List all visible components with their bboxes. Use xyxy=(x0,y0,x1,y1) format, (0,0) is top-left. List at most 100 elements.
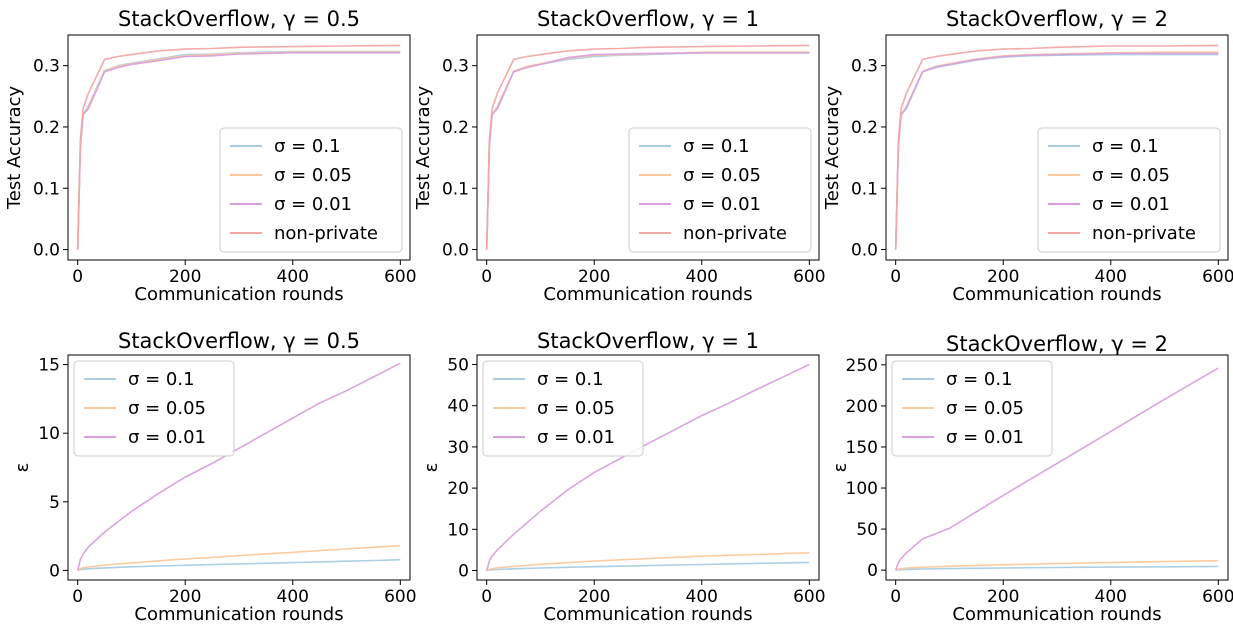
y-tick-label: 50 xyxy=(856,520,878,540)
x-tick-label: 600 xyxy=(384,587,416,607)
y-tick-label: 0.2 xyxy=(442,118,469,138)
legend-label: σ = 0.01 xyxy=(537,427,615,448)
chart-title: StackOverflow, γ = 2 xyxy=(946,7,1168,31)
legend-label: σ = 0.05 xyxy=(274,165,352,186)
y-tick-label: 30 xyxy=(447,438,469,458)
y-tick-label: 0.3 xyxy=(851,57,878,77)
x-tick-label: 200 xyxy=(578,587,610,607)
legend-label: σ = 0.01 xyxy=(946,427,1024,448)
y-tick-label: 0.0 xyxy=(442,241,469,261)
series-line--0-1 xyxy=(895,565,1219,571)
y-axis-label: ε xyxy=(421,463,442,473)
legend-frame xyxy=(1037,127,1221,253)
x-axis-label: Communication rounds xyxy=(134,284,343,305)
legend-frame xyxy=(891,360,1053,457)
series-line--0-1 xyxy=(486,561,810,572)
legend: σ = 0.1 σ = 0.05 σ = 0.01 xyxy=(73,360,235,457)
legend-label: non-private xyxy=(683,223,787,244)
legend-label: σ = 0.1 xyxy=(128,369,195,390)
x-axis-label: Communication rounds xyxy=(952,604,1161,625)
y-axis-label: Test Accuracy xyxy=(413,85,434,210)
chart-title: StackOverflow, γ = 0.5 xyxy=(118,7,360,31)
x-tick-label: 400 xyxy=(277,267,309,287)
plot-area-frame xyxy=(885,354,1229,581)
chart-panel-4: StackOverflow, γ = 0.5 0 200 400 600 0 5 10 15 Co… xyxy=(12,329,417,625)
series-line--0-01 xyxy=(76,362,401,571)
legend-label: σ = 0.05 xyxy=(1092,165,1170,186)
chart-title: StackOverflow, γ = 1 xyxy=(537,7,759,31)
legend-frame xyxy=(628,127,812,253)
x-tick-label: 200 xyxy=(169,267,201,287)
plot-area-frame xyxy=(885,34,1229,261)
chart-panel-5: StackOverflow, γ = 1 0 200 400 600 0 10 20 30 40 5… xyxy=(421,329,826,625)
x-tick-label: 0 xyxy=(481,267,492,287)
x-tick-label: 600 xyxy=(1202,267,1233,287)
x-tick-label: 200 xyxy=(578,267,610,287)
legend-label: σ = 0.1 xyxy=(1092,136,1159,157)
legend-frame xyxy=(219,127,403,253)
x-tick-label: 600 xyxy=(384,267,416,287)
x-tick-label: 200 xyxy=(169,587,201,607)
y-tick-label: 0 xyxy=(49,561,60,581)
plot-area-frame xyxy=(67,34,411,261)
y-tick-label: 15 xyxy=(38,356,60,376)
legend-label: σ = 0.1 xyxy=(683,136,750,157)
x-tick-label: 600 xyxy=(1202,587,1233,607)
y-tick-label: 0.2 xyxy=(33,118,60,138)
plot-area-frame xyxy=(67,354,411,581)
series-line--0-05 xyxy=(77,544,401,572)
x-axis-label: Communication rounds xyxy=(543,604,752,625)
legend-label: non-private xyxy=(1092,223,1196,244)
legend-label: σ = 0.05 xyxy=(128,398,206,419)
x-axis-label: Communication rounds xyxy=(134,604,343,625)
plot-area-frame xyxy=(476,34,820,261)
x-tick-label: 400 xyxy=(1095,587,1127,607)
x-tick-label: 400 xyxy=(1095,267,1127,287)
x-tick-label: 400 xyxy=(686,267,718,287)
y-tick-label: 10 xyxy=(38,424,60,444)
legend-label: σ = 0.1 xyxy=(274,136,341,157)
y-axis-label: Test Accuracy xyxy=(822,85,843,210)
y-axis-label: ε xyxy=(830,463,851,473)
x-tick-label: 0 xyxy=(890,267,901,287)
legend: σ = 0.1 σ = 0.05 σ = 0.01 xyxy=(891,360,1053,457)
legend-frame xyxy=(73,360,235,457)
y-tick-label: 20 xyxy=(447,479,469,499)
x-tick-label: 200 xyxy=(987,587,1019,607)
y-tick-label: 5 xyxy=(49,493,60,513)
x-tick-label: 0 xyxy=(72,587,83,607)
legend: σ = 0.1 σ = 0.05 σ = 0.01 non-private xyxy=(628,127,812,253)
y-tick-label: 0.1 xyxy=(851,179,878,199)
y-tick-label: 0 xyxy=(867,561,878,581)
series-line--0-01 xyxy=(894,52,1219,250)
series-line--0-05 xyxy=(486,552,810,572)
x-axis-label: Communication rounds xyxy=(543,284,752,305)
series-line--0-01 xyxy=(76,51,401,250)
y-axis-label: Test Accuracy xyxy=(4,85,25,210)
y-tick-label: 10 xyxy=(447,520,469,540)
chart-panel-1: StackOverflow, γ = 0.5 0 200 400 600 0.0 0.1 0.… xyxy=(4,7,417,305)
x-axis-label: Communication rounds xyxy=(952,284,1161,305)
legend-label: σ = 0.1 xyxy=(537,369,604,390)
legend-label: σ = 0.05 xyxy=(946,398,1024,419)
legend-label: σ = 0.01 xyxy=(274,194,352,215)
y-tick-label: 0.0 xyxy=(851,241,878,261)
chart-panel-2: StackOverflow, γ = 1 0 200 400 600 0.0 0.1 0.2 0… xyxy=(413,7,826,305)
y-tick-label: 0 xyxy=(458,562,469,582)
y-tick-label: 150 xyxy=(846,438,878,458)
chart-panel-3: StackOverflow, γ = 2 0 200 400 600 0.0 0.1 0.2 0… xyxy=(822,7,1233,305)
legend-label: σ = 0.01 xyxy=(683,194,761,215)
legend: σ = 0.1 σ = 0.05 σ = 0.01 xyxy=(482,360,644,457)
legend: σ = 0.1 σ = 0.05 σ = 0.01 non-private xyxy=(219,127,403,253)
series-line-non-private xyxy=(76,44,401,250)
chart-title: StackOverflow, γ = 1 xyxy=(537,329,759,353)
y-axis-label: ε xyxy=(12,463,33,473)
x-tick-label: 400 xyxy=(686,587,718,607)
y-tick-label: 0.0 xyxy=(33,241,60,261)
series-line--0-01 xyxy=(894,367,1219,571)
x-tick-label: 600 xyxy=(793,267,825,287)
y-tick-label: 50 xyxy=(447,355,469,375)
legend-label: σ = 0.05 xyxy=(683,165,761,186)
series-line--0-1 xyxy=(77,558,401,572)
series-line-non-private xyxy=(485,44,810,250)
